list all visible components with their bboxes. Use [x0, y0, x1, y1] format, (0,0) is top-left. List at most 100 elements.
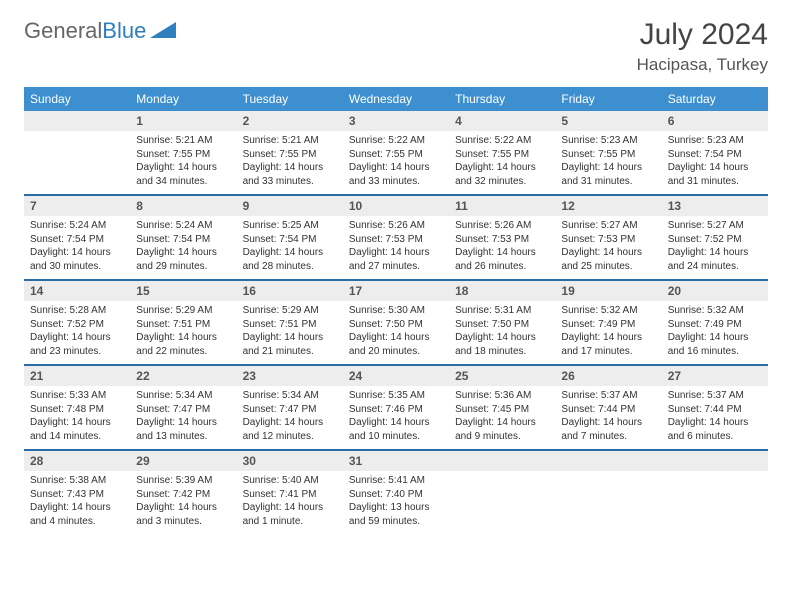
day-cell: 14 Sunrise: 5:28 AMSunset: 7:52 PMDayligh… [24, 281, 130, 364]
day-info-line: Sunset: 7:52 PM [30, 318, 124, 332]
day-info-line: Sunrise: 5:27 AM [561, 219, 655, 233]
day-number: 4 [449, 111, 555, 131]
day-info: Sunrise: 5:33 AMSunset: 7:48 PMDaylight:… [24, 389, 130, 443]
day-info-line: Daylight: 14 hours [455, 161, 549, 175]
day-info-line: Daylight: 14 hours [136, 331, 230, 345]
calendar: Sunday Monday Tuesday Wednesday Thursday… [24, 87, 768, 534]
week-row: 21Sunrise: 5:33 AMSunset: 7:48 PMDayligh… [24, 366, 768, 451]
day-number: 28 [24, 451, 130, 471]
day-info-line: Sunrise: 5:39 AM [136, 474, 230, 488]
day-number: 15 [130, 281, 236, 301]
day-info: Sunrise: 5:34 AMSunset: 7:47 PMDaylight:… [130, 389, 236, 443]
week-row: 7Sunrise: 5:24 AMSunset: 7:54 PMDaylight… [24, 196, 768, 281]
day-info-line: Daylight: 14 hours [455, 416, 549, 430]
day-info-line: Sunset: 7:49 PM [668, 318, 762, 332]
day-info-line: Sunrise: 5:29 AM [243, 304, 337, 318]
day-info: Sunrise: 5:41 AMSunset: 7:40 PMDaylight:… [343, 474, 449, 528]
day-info-line: Sunrise: 5:34 AM [243, 389, 337, 403]
day-number: 14 [24, 281, 130, 301]
header: GeneralBlue July 2024 Hacipasa, Turkey [24, 18, 768, 75]
day-info-line: Daylight: 14 hours [561, 246, 655, 260]
day-info-line: Sunrise: 5:21 AM [136, 134, 230, 148]
day-info-line: Sunset: 7:54 PM [668, 148, 762, 162]
day-info-line: Sunrise: 5:30 AM [349, 304, 443, 318]
day-cell: 5Sunrise: 5:23 AMSunset: 7:55 PMDaylight… [555, 111, 661, 194]
day-info-line: Daylight: 14 hours [668, 246, 762, 260]
dow-header: Tuesday [237, 87, 343, 111]
day-info-line: and 3 minutes. [136, 515, 230, 529]
day-info-line: Daylight: 14 hours [30, 501, 124, 515]
day-info-line: Daylight: 14 hours [243, 246, 337, 260]
day-info-line: Sunset: 7:55 PM [243, 148, 337, 162]
day-info: Sunrise: 5:24 AMSunset: 7:54 PMDaylight:… [24, 219, 130, 273]
day-number: 31 [343, 451, 449, 471]
day-cell: 12Sunrise: 5:27 AMSunset: 7:53 PMDayligh… [555, 196, 661, 279]
day-info-line: and 31 minutes. [668, 175, 762, 189]
day-info-line: Daylight: 14 hours [243, 161, 337, 175]
day-cell: 29Sunrise: 5:39 AMSunset: 7:42 PMDayligh… [130, 451, 236, 534]
day-cell: 20Sunrise: 5:32 AMSunset: 7:49 PMDayligh… [662, 281, 768, 364]
day-info-line: Sunset: 7:55 PM [349, 148, 443, 162]
day-number [662, 451, 768, 471]
day-info-line: Sunset: 7:47 PM [243, 403, 337, 417]
day-info-line: Sunset: 7:54 PM [243, 233, 337, 247]
day-info-line: and 27 minutes. [349, 260, 443, 274]
day-info-line: and 13 minutes. [136, 430, 230, 444]
day-number [24, 111, 130, 131]
day-number: 12 [555, 196, 661, 216]
day-number: 17 [343, 281, 449, 301]
day-info-line: and 20 minutes. [349, 345, 443, 359]
day-cell: 21Sunrise: 5:33 AMSunset: 7:48 PMDayligh… [24, 366, 130, 449]
dow-header: Saturday [662, 87, 768, 111]
day-info-line: and 7 minutes. [561, 430, 655, 444]
day-number: 23 [237, 366, 343, 386]
day-number: 20 [662, 281, 768, 301]
day-info: Sunrise: 5:37 AMSunset: 7:44 PMDaylight:… [555, 389, 661, 443]
day-cell: 1Sunrise: 5:21 AMSunset: 7:55 PMDaylight… [130, 111, 236, 194]
day-number: 7 [24, 196, 130, 216]
day-cell: 8Sunrise: 5:24 AMSunset: 7:54 PMDaylight… [130, 196, 236, 279]
day-info-line: Sunset: 7:47 PM [136, 403, 230, 417]
day-info-line: Sunset: 7:43 PM [30, 488, 124, 502]
day-info: Sunrise: 5:21 AMSunset: 7:55 PMDaylight:… [130, 134, 236, 188]
day-number: 30 [237, 451, 343, 471]
day-cell: 28 Sunrise: 5:38 AMSunset: 7:43 PMDayligh… [24, 451, 130, 534]
day-number: 9 [237, 196, 343, 216]
day-cell [24, 111, 130, 194]
day-info: Sunrise: 5:29 AMSunset: 7:51 PMDaylight:… [237, 304, 343, 358]
day-info-line: and 25 minutes. [561, 260, 655, 274]
day-number: 6 [662, 111, 768, 131]
day-info: Sunrise: 5:37 AMSunset: 7:44 PMDaylight:… [662, 389, 768, 443]
week-row: 1Sunrise: 5:21 AMSunset: 7:55 PMDaylight… [24, 111, 768, 196]
day-cell [449, 451, 555, 534]
logo: GeneralBlue [24, 18, 176, 44]
day-info-line: Sunrise: 5:24 AM [136, 219, 230, 233]
day-info-line: and 22 minutes. [136, 345, 230, 359]
day-info-line: Sunset: 7:44 PM [561, 403, 655, 417]
day-info-line: Daylight: 14 hours [455, 331, 549, 345]
day-info-line: Sunset: 7:51 PM [243, 318, 337, 332]
day-number: 11 [449, 196, 555, 216]
day-info-line: Daylight: 14 hours [668, 161, 762, 175]
day-info: Sunrise: 5:28 AMSunset: 7:52 PMDaylight:… [24, 304, 130, 358]
day-cell: 3Sunrise: 5:22 AMSunset: 7:55 PMDaylight… [343, 111, 449, 194]
day-info-line: Sunrise: 5:37 AM [668, 389, 762, 403]
day-info-line: and 18 minutes. [455, 345, 549, 359]
day-info-line: Sunrise: 5:38 AM [30, 474, 124, 488]
day-info: Sunrise: 5:22 AMSunset: 7:55 PMDaylight:… [343, 134, 449, 188]
day-info: Sunrise: 5:36 AMSunset: 7:45 PMDaylight:… [449, 389, 555, 443]
week-row: 14 Sunrise: 5:28 AMSunset: 7:52 PMDayligh… [24, 281, 768, 366]
day-info-line: Sunrise: 5:32 AM [561, 304, 655, 318]
day-info-line: and 26 minutes. [455, 260, 549, 274]
day-cell: 25Sunrise: 5:36 AMSunset: 7:45 PMDayligh… [449, 366, 555, 449]
day-info: Sunrise: 5:22 AMSunset: 7:55 PMDaylight:… [449, 134, 555, 188]
day-info-line: and 24 minutes. [668, 260, 762, 274]
day-cell: 18Sunrise: 5:31 AMSunset: 7:50 PMDayligh… [449, 281, 555, 364]
day-info-line: and 4 minutes. [30, 515, 124, 529]
day-number [449, 451, 555, 471]
brand-blue: Blue [102, 18, 146, 44]
day-info-line: Daylight: 14 hours [136, 161, 230, 175]
day-info-line: Sunset: 7:51 PM [136, 318, 230, 332]
day-cell: 13Sunrise: 5:27 AMSunset: 7:52 PMDayligh… [662, 196, 768, 279]
day-info: Sunrise: 5:32 AMSunset: 7:49 PMDaylight:… [555, 304, 661, 358]
